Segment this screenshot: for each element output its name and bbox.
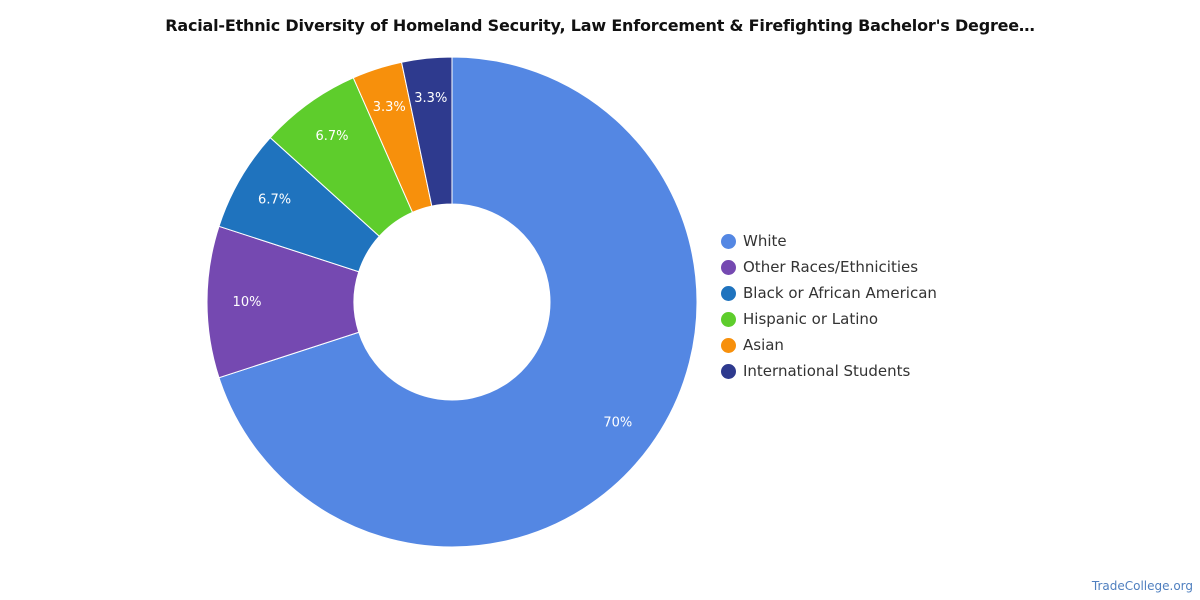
legend-label: Black or African American bbox=[743, 284, 937, 302]
legend-marker bbox=[721, 285, 736, 301]
legend-item[interactable]: White bbox=[721, 228, 937, 254]
slice-white[interactable] bbox=[218, 56, 698, 548]
legend-item[interactable]: Asian bbox=[721, 332, 937, 358]
legend-label: White bbox=[743, 232, 787, 250]
legend-marker bbox=[721, 259, 736, 275]
slice-label: 6.7% bbox=[258, 192, 291, 207]
slice-international-students[interactable] bbox=[400, 56, 453, 207]
legend-label: Other Races/Ethnicities bbox=[743, 258, 919, 276]
legend-marker bbox=[721, 311, 736, 327]
slice-label: 3.3% bbox=[373, 100, 406, 115]
slice-label: 10% bbox=[233, 295, 262, 310]
legend-label: Asian bbox=[743, 336, 784, 354]
watermark: TradeCollege.org bbox=[1091, 579, 1193, 593]
legend-item[interactable]: Other Races/Ethnicities bbox=[721, 254, 937, 280]
legend-item[interactable]: Black or African American bbox=[721, 280, 937, 306]
slice-label: 3.3% bbox=[414, 91, 447, 106]
slice-label: 6.7% bbox=[316, 129, 349, 144]
legend-marker bbox=[721, 337, 736, 353]
chart-title: Racial-Ethnic Diversity of Homeland Secu… bbox=[165, 16, 1035, 35]
legend-item[interactable]: Hispanic or Latino bbox=[721, 306, 937, 332]
legend-item[interactable]: International Students bbox=[721, 358, 937, 384]
legend-marker bbox=[721, 233, 736, 249]
chart-legend: White Other Races/Ethnicities Black or Afr… bbox=[721, 228, 937, 384]
legend-marker bbox=[721, 363, 736, 379]
slice-label: 70% bbox=[603, 415, 632, 430]
legend-label: Hispanic or Latino bbox=[743, 310, 879, 328]
legend-label: International Students bbox=[743, 362, 911, 380]
